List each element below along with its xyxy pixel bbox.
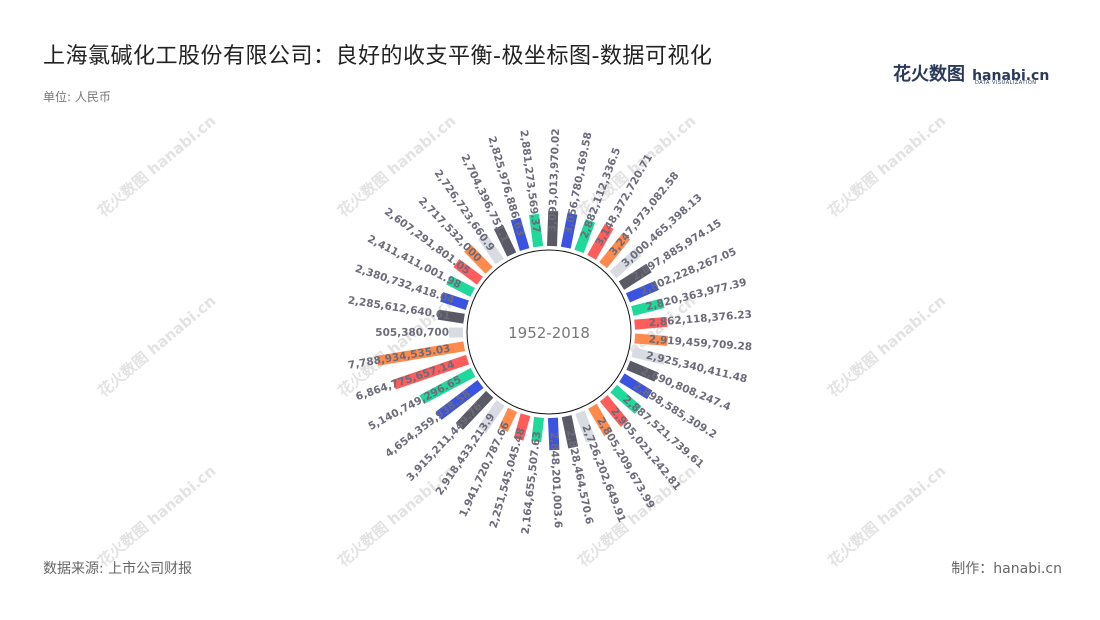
polar-bar [464,244,493,274]
polar-bar [561,415,579,449]
polar-bar [547,417,560,451]
center-label: 1952-2018 [508,324,590,342]
logo-sub-text: DATA VISUALIZATION [975,80,1037,86]
watermark: 花火数图 hanabi.cn [824,462,949,571]
polar-bar [510,217,530,251]
watermark: 花火数图 hanabi.cn [824,292,949,401]
polar-bar [587,223,614,260]
logo-cn-text: 花火数图 [893,64,965,85]
watermark: 花火数图 hanabi.cn [94,112,219,221]
polar-bar [478,233,504,265]
polar-bar [618,263,652,290]
watermark: 花火数图 hanabi.cn [334,112,459,221]
polar-bar [631,298,665,316]
polar-bar [437,309,465,324]
polar-bar [634,333,669,346]
polar-bar [588,403,613,437]
polar-bar [574,219,596,254]
center-circle [466,249,632,415]
polar-bar [440,292,469,310]
unit-label: 单位: 人民币 [43,90,111,104]
bar-value-label: 2,919,459,709.28 [648,334,752,354]
polar-bar [625,280,659,303]
polar-bar [609,248,642,279]
polar-bar [599,233,630,269]
polar-bar [376,341,466,366]
polar-bar [446,275,475,297]
polar-bar [575,410,596,443]
polar-bar [619,373,653,400]
polar-bar [631,347,666,365]
polar-bar [529,213,544,248]
polar-bar [392,354,470,390]
polar-bar [435,380,484,420]
polar-bar [498,407,518,432]
bar-value-label: 2,164,655,507.63 [520,431,544,535]
watermark: 花火数图 hanabi.cn [94,462,219,571]
polar-bar [513,413,531,441]
polar-bar [547,210,559,247]
data-source: 数据来源: 上市公司财报 [43,561,193,577]
polar-bar [455,390,494,430]
bar-layer [376,210,669,451]
polar-bar [419,367,476,405]
polar-bar [453,259,483,285]
bar-value-label: 2,848,201,003.6 [548,432,564,529]
polar-bar [560,212,578,249]
polar-bar [626,360,659,382]
watermark: 花火数图 hanabi.cn [334,462,459,571]
maker-credit: 制作：hanabi.cn [951,561,1062,577]
bar-value-label: 3,093,013,970.02 [546,128,562,232]
polar-bar [531,416,545,443]
watermark: 花火数图 hanabi.cn [94,292,219,401]
polar-bar [599,395,629,427]
watermark: 花火数图 hanabi.cn [824,112,949,221]
polar-bar [634,316,668,330]
brand-logo: 花火数图 hanabi.cn DATA VISUALIZATION [893,60,1049,88]
polar-bar [477,400,505,434]
polar-bar [493,224,517,257]
bar-value-label: 505,380,700 [375,327,449,339]
chart-title: 上海氯碱化工股份有限公司：良好的收支平衡-极坐标图-数据可视化 [43,44,713,69]
polar-bar [610,384,642,414]
logo-en-text: hanabi.cn [972,68,1050,84]
